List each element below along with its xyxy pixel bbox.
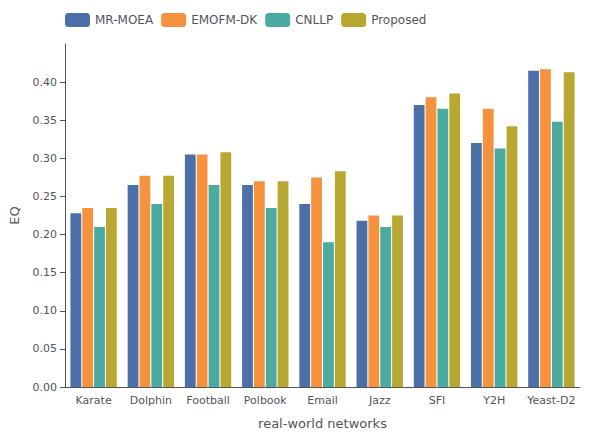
svg-text:0.35: 0.35: [33, 114, 58, 127]
svg-text:0.15: 0.15: [33, 266, 58, 279]
svg-text:EQ: EQ: [7, 206, 22, 224]
svg-text:real-world networks: real-world networks: [258, 416, 387, 431]
svg-text:EMOFM-DK: EMOFM-DK: [191, 13, 258, 27]
svg-text:Football: Football: [186, 394, 230, 407]
svg-text:0.25: 0.25: [33, 190, 58, 203]
svg-text:Y2H: Y2H: [482, 394, 505, 407]
svg-text:Dolphin: Dolphin: [130, 394, 172, 407]
svg-text:Karate: Karate: [76, 394, 112, 407]
svg-text:Polbook: Polbook: [244, 394, 287, 407]
svg-text:Email: Email: [307, 394, 338, 407]
svg-text:0.40: 0.40: [33, 76, 58, 89]
svg-text:0.20: 0.20: [33, 228, 58, 241]
svg-text:SFI: SFI: [429, 394, 446, 407]
svg-text:Jazz: Jazz: [368, 394, 391, 407]
svg-text:CNLLP: CNLLP: [295, 13, 333, 27]
svg-text:0.10: 0.10: [33, 304, 58, 317]
svg-text:0.00: 0.00: [33, 381, 58, 394]
svg-text:Yeast-D2: Yeast-D2: [526, 394, 575, 407]
svg-text:0.30: 0.30: [33, 152, 58, 165]
svg-text:0.05: 0.05: [33, 342, 58, 355]
svg-text:MR-MOEA: MR-MOEA: [95, 13, 154, 27]
svg-text:Proposed: Proposed: [371, 13, 426, 27]
